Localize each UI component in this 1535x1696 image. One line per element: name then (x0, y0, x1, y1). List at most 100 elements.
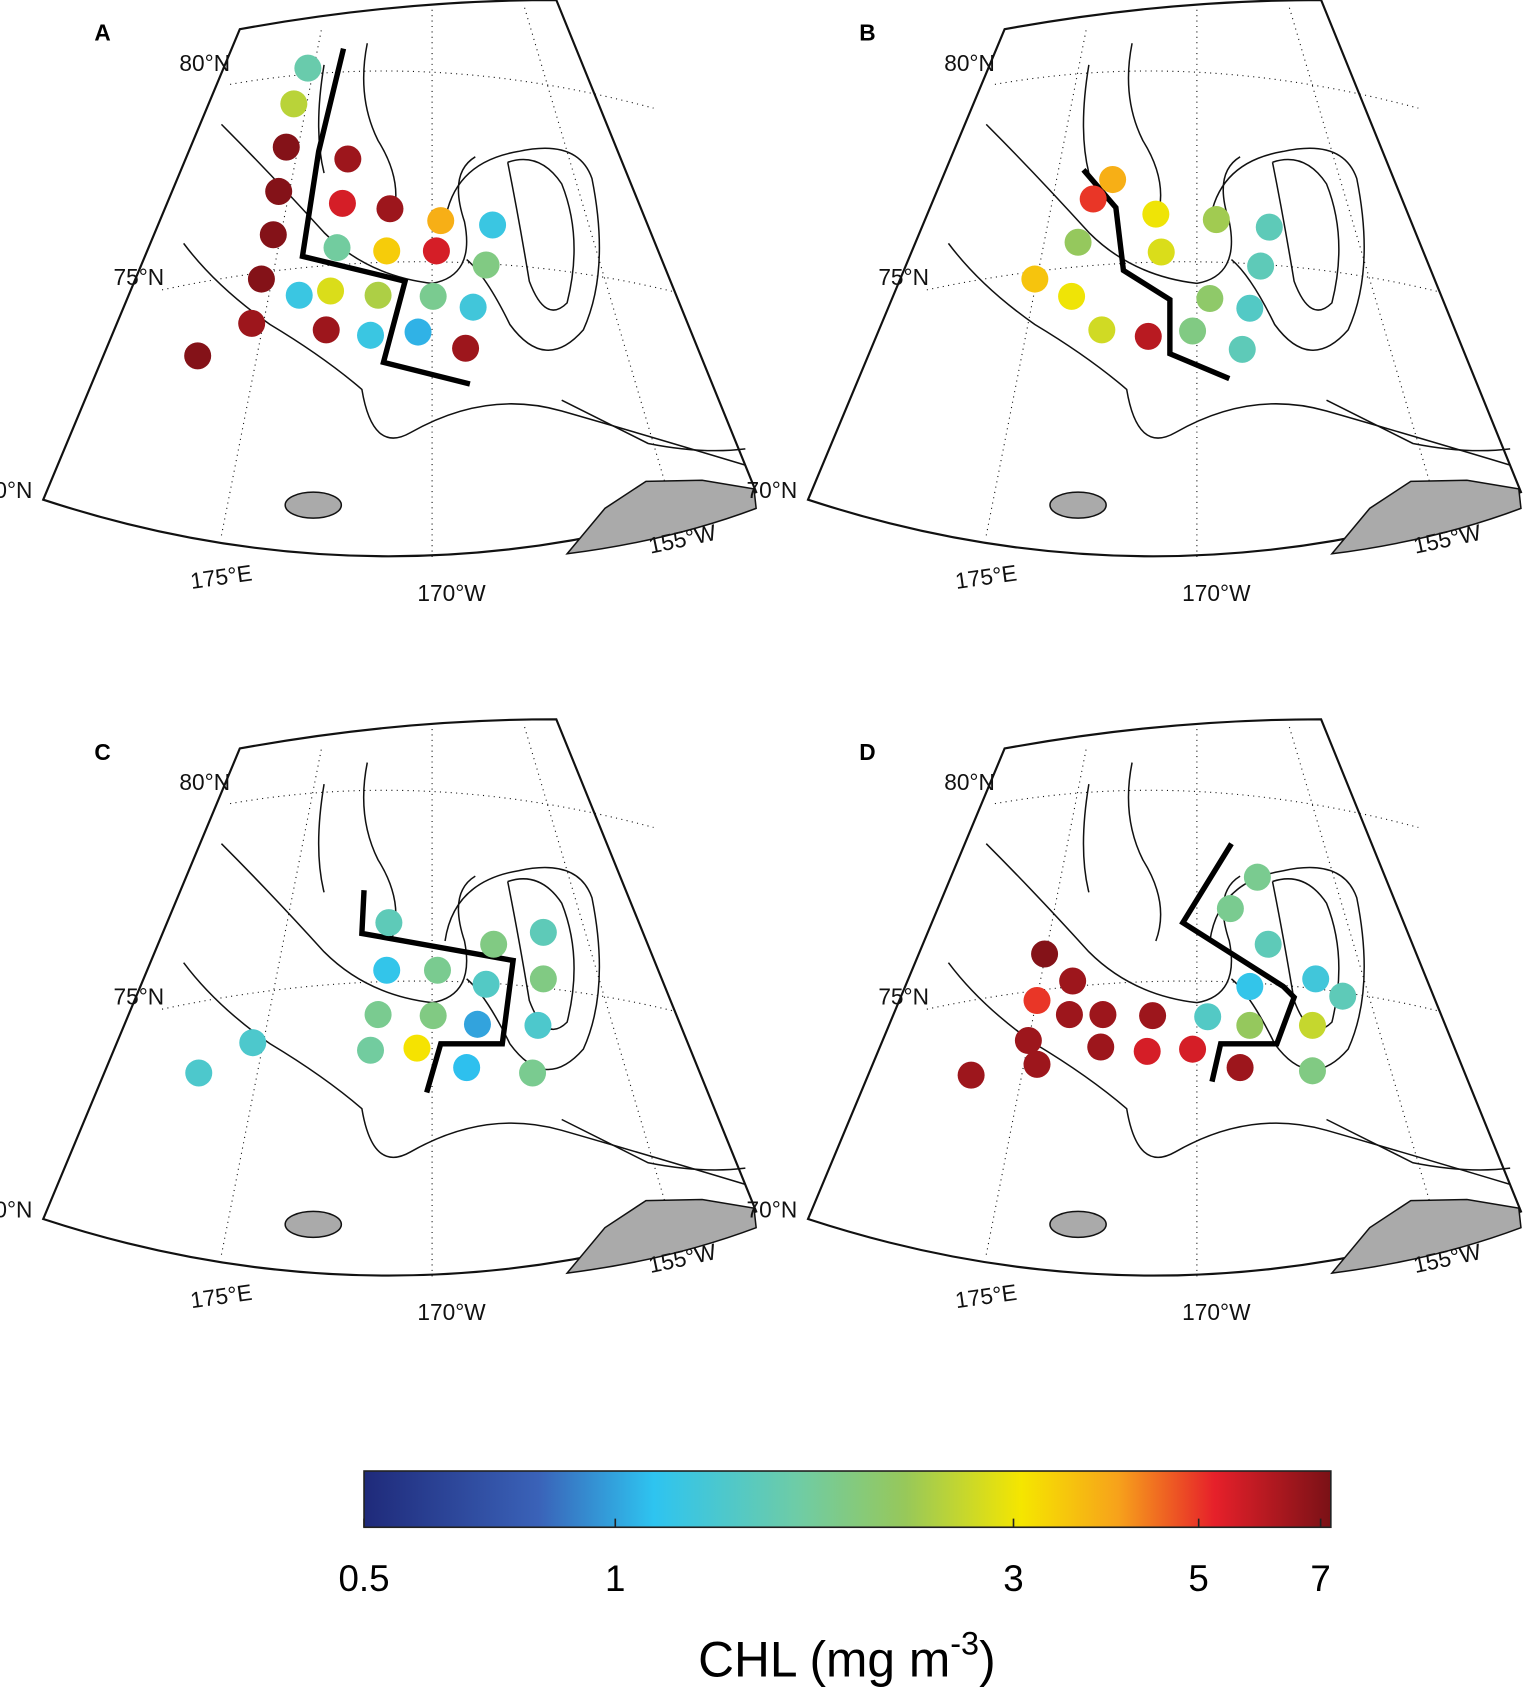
station (364, 281, 392, 309)
isobath (561, 1118, 746, 1171)
station (404, 318, 432, 346)
isobath (506, 878, 575, 1031)
station (1088, 316, 1116, 344)
parallel (161, 261, 676, 293)
station (1179, 1035, 1207, 1063)
wrangel-island (284, 1210, 343, 1239)
alaska-land (565, 1198, 757, 1275)
station (1298, 1011, 1326, 1039)
longitude-label: 175°E (953, 559, 1018, 593)
longitude-label: 175°E (953, 1279, 1018, 1313)
station (1147, 238, 1175, 266)
station (472, 970, 500, 998)
station (1302, 965, 1330, 993)
station (259, 221, 287, 249)
station (1064, 228, 1092, 256)
latitude-label: 75°N (878, 264, 929, 290)
latitude-label: 75°N (114, 264, 165, 290)
panels: A80°N75°N70°N175°E170°W155°WB80°N75°N70°… (0, 0, 1523, 1325)
station (957, 1061, 985, 1089)
station (312, 316, 340, 344)
longitude-label: 175°E (189, 559, 254, 593)
station (427, 207, 455, 235)
station (1021, 265, 1049, 293)
colorbar-tick-label: 1 (605, 1558, 625, 1599)
parallel (926, 261, 1441, 293)
station (1014, 1027, 1042, 1055)
station (364, 1001, 392, 1029)
alaska-land (1330, 1198, 1522, 1275)
station (1236, 1011, 1264, 1039)
station (1079, 185, 1107, 213)
longitude-label: 170°W (1182, 1299, 1251, 1325)
isobath (1271, 878, 1340, 1031)
isobath (1326, 1118, 1511, 1171)
station (184, 342, 212, 370)
station (479, 211, 507, 239)
station (294, 54, 322, 82)
panel-label: A (94, 20, 110, 46)
station (375, 909, 403, 937)
colorbar-label: CHL (mg m-3) (698, 1625, 995, 1688)
station (1133, 1037, 1161, 1065)
panel-label: C (94, 739, 110, 765)
transect-line (1081, 168, 1231, 382)
longitude-label: 175°E (189, 1279, 254, 1313)
station (1196, 285, 1224, 313)
station (472, 251, 500, 279)
isobath (561, 399, 746, 452)
station (357, 321, 385, 349)
isobath (506, 158, 575, 311)
station (1055, 1001, 1083, 1029)
alaska-land (1330, 479, 1522, 555)
station (1142, 200, 1170, 228)
wrangel-island (284, 491, 343, 519)
latitude-label: 80°N (944, 769, 995, 795)
transect-line (299, 48, 471, 387)
station (1139, 1002, 1167, 1030)
station (480, 930, 508, 958)
colorbar: 0.5 1 3 5 7 CHL (mg m-3) (339, 1470, 1332, 1688)
longitude-label: 170°W (417, 580, 486, 606)
station (1089, 1001, 1117, 1029)
station (1031, 940, 1059, 968)
station (376, 195, 404, 223)
station (423, 956, 451, 984)
coastline (947, 242, 1511, 466)
longitude-label: 170°W (417, 1299, 486, 1325)
station (1255, 213, 1283, 241)
wrangel-island (1049, 1210, 1107, 1239)
colorbar-label-part: ) (979, 1632, 996, 1688)
station (453, 1054, 481, 1082)
station (239, 1029, 267, 1057)
colorbar-tick-label: 0.5 (339, 1558, 390, 1599)
isobath (1271, 158, 1340, 311)
station (1023, 986, 1051, 1015)
station (1243, 863, 1271, 891)
station (1247, 252, 1275, 280)
station (280, 90, 308, 118)
isobath (1082, 762, 1162, 942)
isobath (985, 843, 1241, 1004)
station (1228, 335, 1256, 363)
station (1329, 982, 1357, 1010)
station (459, 293, 487, 321)
station (519, 1059, 547, 1087)
latitude-label: 75°N (114, 983, 165, 1009)
colorbar-label-part: CHL (mg m (698, 1632, 950, 1688)
station (1059, 967, 1087, 995)
station (317, 277, 345, 305)
station (1099, 166, 1127, 194)
latitude-label: 70°N (0, 1196, 32, 1222)
station (1087, 1033, 1115, 1061)
latitude-label: 70°N (747, 1196, 798, 1222)
isobath (1209, 147, 1365, 351)
station (422, 237, 450, 265)
colorbar-ramp (363, 1470, 1332, 1529)
panel-label: D (859, 739, 875, 765)
isobath (1082, 43, 1162, 222)
station (373, 956, 401, 984)
station (1179, 317, 1207, 345)
